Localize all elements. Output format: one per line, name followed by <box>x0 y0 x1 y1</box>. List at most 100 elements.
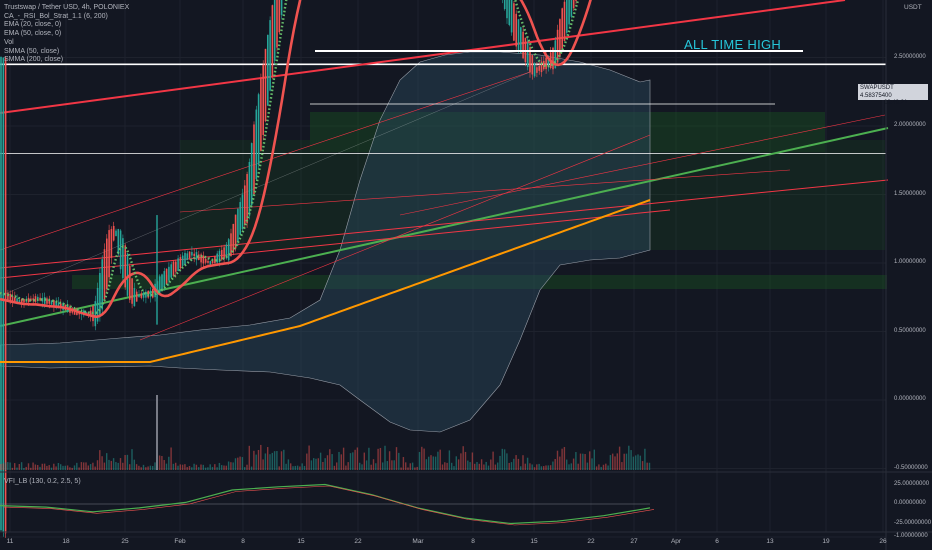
volume-bar <box>382 462 384 470</box>
volume-bar <box>200 464 202 470</box>
volume-bar <box>225 465 227 470</box>
vfi-tick-label: 0.00000000 <box>894 500 926 506</box>
vfi-legend[interactable]: VFI_LB (130, 0.2, 2.5, 5) <box>4 478 81 485</box>
x-tick-label: 15 <box>297 538 305 545</box>
volume-bar <box>99 450 101 470</box>
volume-bar <box>618 446 621 470</box>
candle-body <box>533 63 536 77</box>
candle-body <box>538 65 540 71</box>
candle-body <box>138 294 140 298</box>
volume-bar <box>430 455 432 470</box>
candle-body <box>269 20 271 91</box>
volume-bar <box>131 449 133 470</box>
volume-bar <box>423 448 425 470</box>
volume-bar <box>165 463 168 470</box>
volume-bar <box>416 466 418 470</box>
volume-bar <box>188 466 191 470</box>
candle-body <box>248 161 251 216</box>
volume-bar <box>393 460 395 470</box>
candle-body <box>531 55 534 75</box>
volume-bar <box>391 460 393 470</box>
volume-bar <box>92 462 94 470</box>
candle-body <box>177 258 179 271</box>
volume-bar <box>326 455 329 470</box>
volume-bar <box>354 449 356 470</box>
volume-bar <box>605 463 607 470</box>
volume-bar <box>513 458 515 470</box>
volume-bar <box>356 447 359 470</box>
volume-bar <box>71 467 73 470</box>
volume-bar <box>280 451 283 470</box>
candle-body <box>34 296 37 302</box>
volume-bar <box>455 456 457 470</box>
legend-indicator[interactable]: SMMA (200, close) <box>4 56 64 64</box>
legend-indicator[interactable]: Vol <box>4 38 14 46</box>
volume-bar <box>179 464 181 470</box>
volume-bar <box>195 464 198 470</box>
volume-bar <box>630 450 632 470</box>
candle-body <box>508 0 511 25</box>
legend-indicator[interactable]: EMA (20, close, 0) <box>4 21 62 29</box>
volume-bar <box>561 448 563 470</box>
candle-body <box>239 202 241 235</box>
candle-body <box>554 40 557 69</box>
candle-body <box>142 292 145 298</box>
legend-indicator[interactable]: CA_-_RSI_Bol_Strat_1.1 (6, 200) <box>4 12 108 20</box>
volume-bar <box>329 449 331 470</box>
volume-bar <box>552 461 554 470</box>
volume-bar <box>181 464 184 470</box>
candle-body <box>271 5 274 76</box>
vfi-signal-line <box>3 485 655 526</box>
volume-bar <box>591 458 593 470</box>
volume-bar <box>232 462 234 470</box>
legend-symbol[interactable]: Trustswap / Tether USD, 4h, POLONIEX <box>4 4 130 11</box>
volume-bar <box>547 465 549 470</box>
x-tick-label: 6 <box>715 538 719 545</box>
candle-body <box>227 239 230 261</box>
candle-body <box>246 174 248 224</box>
candle-body <box>165 268 168 285</box>
volume-bar <box>497 462 499 470</box>
volume-bar <box>506 453 508 470</box>
candle-body <box>89 310 92 317</box>
volume-bar <box>241 457 244 470</box>
volume-bar <box>149 465 152 470</box>
candle-body <box>39 297 41 301</box>
volume-bar <box>487 465 490 470</box>
volume-bar <box>257 450 260 470</box>
volume-bar <box>60 464 62 470</box>
volume-bar <box>421 446 423 470</box>
candle-body <box>232 223 235 253</box>
candle-body <box>237 208 239 242</box>
volume-bar <box>204 467 207 470</box>
volume-bar <box>467 460 469 470</box>
volume-bar <box>453 466 455 470</box>
candle-body <box>520 27 522 53</box>
volume-bar <box>122 462 124 470</box>
volume-bar <box>154 462 156 470</box>
candle-body <box>57 302 60 307</box>
candle-body <box>188 251 191 258</box>
legend-indicator[interactable]: SMMA (50, close) <box>4 47 60 55</box>
volume-bar <box>347 462 349 470</box>
volume-bar <box>464 451 467 470</box>
candle-body <box>524 37 527 63</box>
candle-body <box>264 48 267 122</box>
volume-bar <box>345 465 347 470</box>
volume-bar <box>331 454 333 470</box>
candle-body <box>572 0 575 9</box>
volume-bar <box>142 464 145 470</box>
volume-bar <box>386 461 388 470</box>
candle-body <box>570 0 573 17</box>
candle-body <box>526 42 529 68</box>
candle-body <box>184 252 186 265</box>
volume-bar <box>336 462 338 470</box>
x-tick-label: 11 <box>6 538 14 545</box>
y-tick-label: 1.00000000 <box>894 259 926 265</box>
legend-indicator[interactable]: EMA (50, close, 0) <box>4 30 62 38</box>
x-tick-label: 26 <box>879 538 887 545</box>
volume-bar <box>414 467 416 470</box>
trend-line-red-2 <box>0 209 671 279</box>
volume-bar <box>635 455 637 470</box>
